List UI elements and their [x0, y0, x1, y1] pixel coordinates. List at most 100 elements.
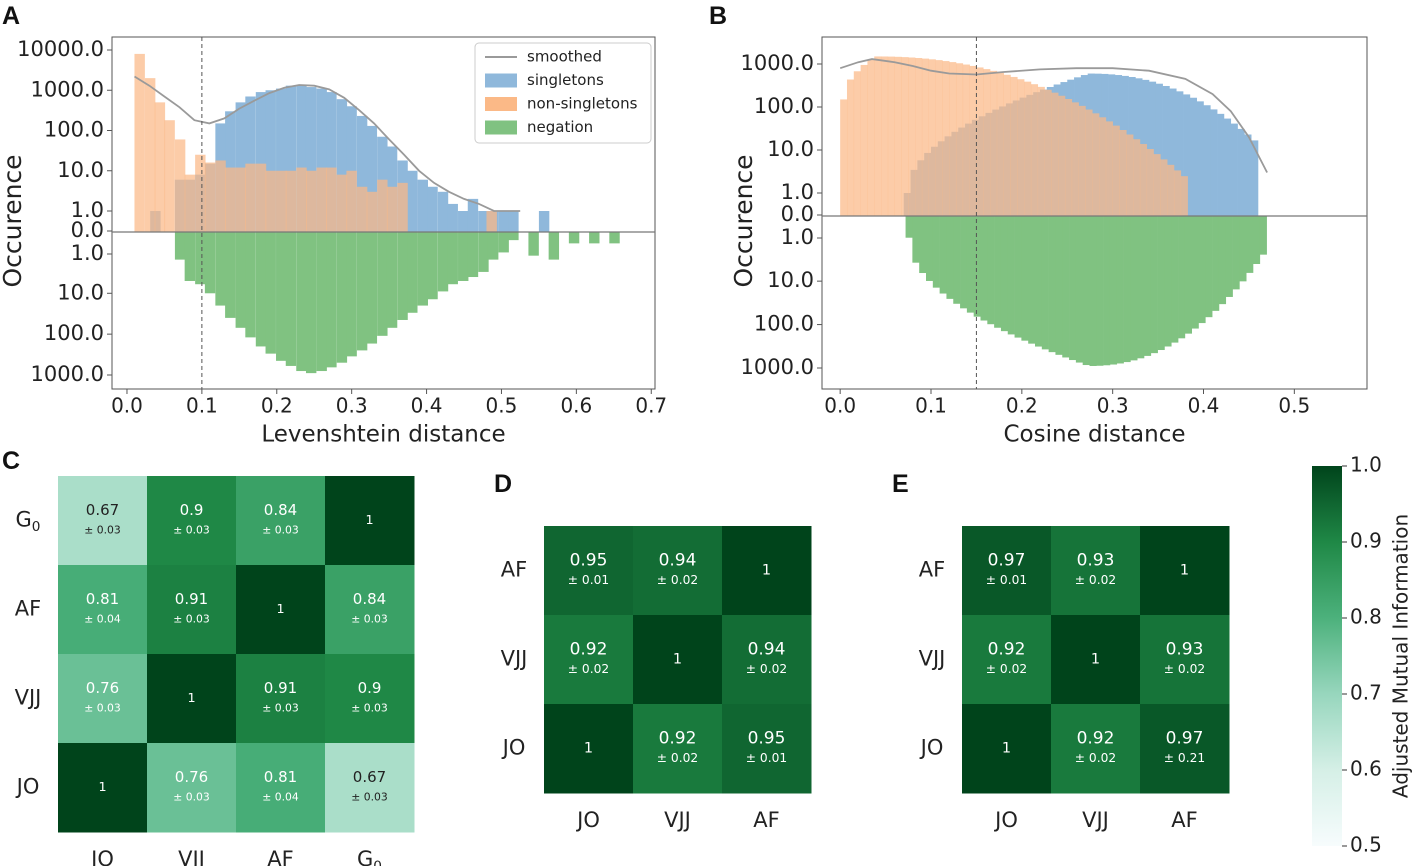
- heatmap-cell-c: [147, 476, 237, 566]
- bar-singletons-b: [1217, 113, 1225, 216]
- bar-negation-b: [1137, 216, 1145, 359]
- bar-non-singletons-a: [316, 167, 327, 232]
- bar-non-singletons-a: [204, 162, 216, 232]
- bar-negation-b: [926, 216, 934, 281]
- cell-error-c: ± 0.03: [351, 702, 388, 715]
- bar-non-singletons-b: [990, 70, 998, 216]
- x-label-c: VJJ: [178, 847, 205, 866]
- bar-negation-b: [1205, 216, 1213, 318]
- bar-negation-a: [366, 232, 378, 344]
- bar-non-singletons-a: [366, 191, 378, 232]
- bar-negation-b: [1239, 216, 1247, 282]
- cell-value-d: 0.95: [570, 551, 608, 571]
- bar-singletons-a: [285, 85, 297, 232]
- bar-singletons-a: [276, 88, 287, 232]
- bar-non-singletons-a: [174, 139, 186, 232]
- bar-singletons-b: [1251, 140, 1259, 216]
- cell-value-d: 0.94: [748, 640, 786, 660]
- xtick-label-a: 0.1: [186, 394, 218, 418]
- cell-value-d: 0.94: [659, 551, 697, 571]
- cell-value-c: 0.81: [86, 590, 119, 608]
- colorbar-tick-label: 1.0: [1350, 453, 1382, 477]
- bar-negation-a: [528, 232, 539, 256]
- bar-singletons-a: [508, 211, 519, 232]
- cell-error-e: ± 0.02: [1164, 662, 1205, 676]
- heatmap-cell-e: [1140, 526, 1230, 616]
- bar-singletons-b: [1176, 91, 1184, 216]
- bar-singletons-b: [1189, 97, 1197, 216]
- bar-singletons-a: [467, 198, 479, 232]
- cell-value-c: 0.76: [175, 768, 208, 786]
- heatmap-cell-e: [1140, 615, 1230, 705]
- bar-non-singletons-b: [996, 72, 1004, 216]
- xtick-label-a: 0.4: [411, 394, 443, 418]
- x-label-c: G0: [357, 847, 382, 866]
- heatmap-cell-c: [58, 654, 148, 744]
- heatmap-cell-e: [962, 615, 1052, 705]
- bar-singletons-a: [437, 191, 449, 232]
- ytick-label-bottom-b: 1000.0: [741, 355, 814, 379]
- bar-singletons-b: [1244, 134, 1252, 216]
- bar-non-singletons-b: [1112, 125, 1120, 216]
- bar-singletons-a: [366, 125, 378, 232]
- bar-negation-b: [1055, 216, 1063, 355]
- bar-negation-b: [1116, 216, 1124, 364]
- bar-singletons-b: [1169, 88, 1177, 216]
- bar-negation-a: [548, 232, 560, 260]
- bar-non-singletons-b: [921, 58, 930, 216]
- cell-value-d: 1: [673, 652, 682, 668]
- bar-negation-a: [397, 232, 408, 320]
- cell-error-c: ± 0.03: [84, 524, 121, 537]
- bar-negation-b: [1212, 216, 1220, 311]
- colorbar-tick-label: 0.7: [1350, 681, 1382, 705]
- bar-singletons-b: [1162, 85, 1170, 217]
- cell-value-c: 1: [187, 691, 195, 706]
- heatmap-cell-d: [722, 526, 812, 616]
- bar-non-singletons-b: [983, 69, 991, 216]
- bar-non-singletons-b: [1092, 113, 1100, 216]
- heatmap-cell-c: [325, 654, 415, 744]
- bar-singletons-a: [407, 170, 418, 232]
- colorbar-tick-label: 0.5: [1350, 833, 1382, 857]
- bar-negation-a: [276, 232, 287, 361]
- bar-non-singletons-a: [184, 174, 196, 232]
- cell-error-d: ± 0.02: [657, 751, 698, 765]
- ytick-label-top-b: 1000.0: [741, 51, 814, 75]
- ytick-label-top-b: 10.0: [767, 137, 814, 161]
- bar-negation-b: [1232, 216, 1240, 290]
- xtick-label-a: 0.6: [560, 394, 592, 418]
- bar-negation-b: [1000, 216, 1009, 332]
- bar-singletons-a: [255, 92, 267, 232]
- bar-non-singletons-a: [336, 174, 348, 232]
- bar-negation-a: [296, 232, 307, 372]
- bar-negation-b: [1041, 216, 1049, 350]
- cell-value-c: 0.81: [264, 768, 297, 786]
- bar-negation-a: [589, 232, 600, 244]
- bar-non-singletons-b: [901, 57, 909, 216]
- bar-negation-a: [235, 232, 246, 328]
- bar-negation-b: [1130, 216, 1138, 361]
- bar-negation-a: [447, 232, 458, 285]
- y-label-c: JO: [15, 775, 40, 799]
- legend-label-smoothed: smoothed: [527, 48, 602, 66]
- x-label-c: AF: [267, 847, 293, 866]
- y-label-c: AF: [15, 597, 41, 621]
- bar-negation-a: [568, 232, 580, 244]
- cell-value-c: 0.76: [86, 679, 119, 697]
- bar-non-singletons-a: [255, 163, 267, 232]
- bar-negation-a: [458, 232, 469, 281]
- heatmap-cell-e: [1140, 704, 1230, 794]
- bar-non-singletons-a: [195, 154, 206, 232]
- y-label-d: JO: [501, 736, 526, 760]
- cell-error-c: ± 0.03: [351, 613, 388, 626]
- bar-non-singletons-b: [860, 64, 868, 216]
- heatmap-cell-d: [722, 615, 812, 705]
- ytick-label-bottom-a: 1.0: [71, 241, 104, 265]
- x-label-e: VJJ: [1082, 808, 1109, 832]
- bar-non-singletons-b: [1119, 130, 1127, 216]
- heatmap-cell-e: [1051, 615, 1141, 705]
- cell-error-c: ± 0.03: [351, 791, 388, 804]
- bar-negation-b: [1075, 216, 1083, 363]
- bar-non-singletons-b: [1071, 102, 1079, 216]
- bar-non-singletons-a: [235, 167, 246, 232]
